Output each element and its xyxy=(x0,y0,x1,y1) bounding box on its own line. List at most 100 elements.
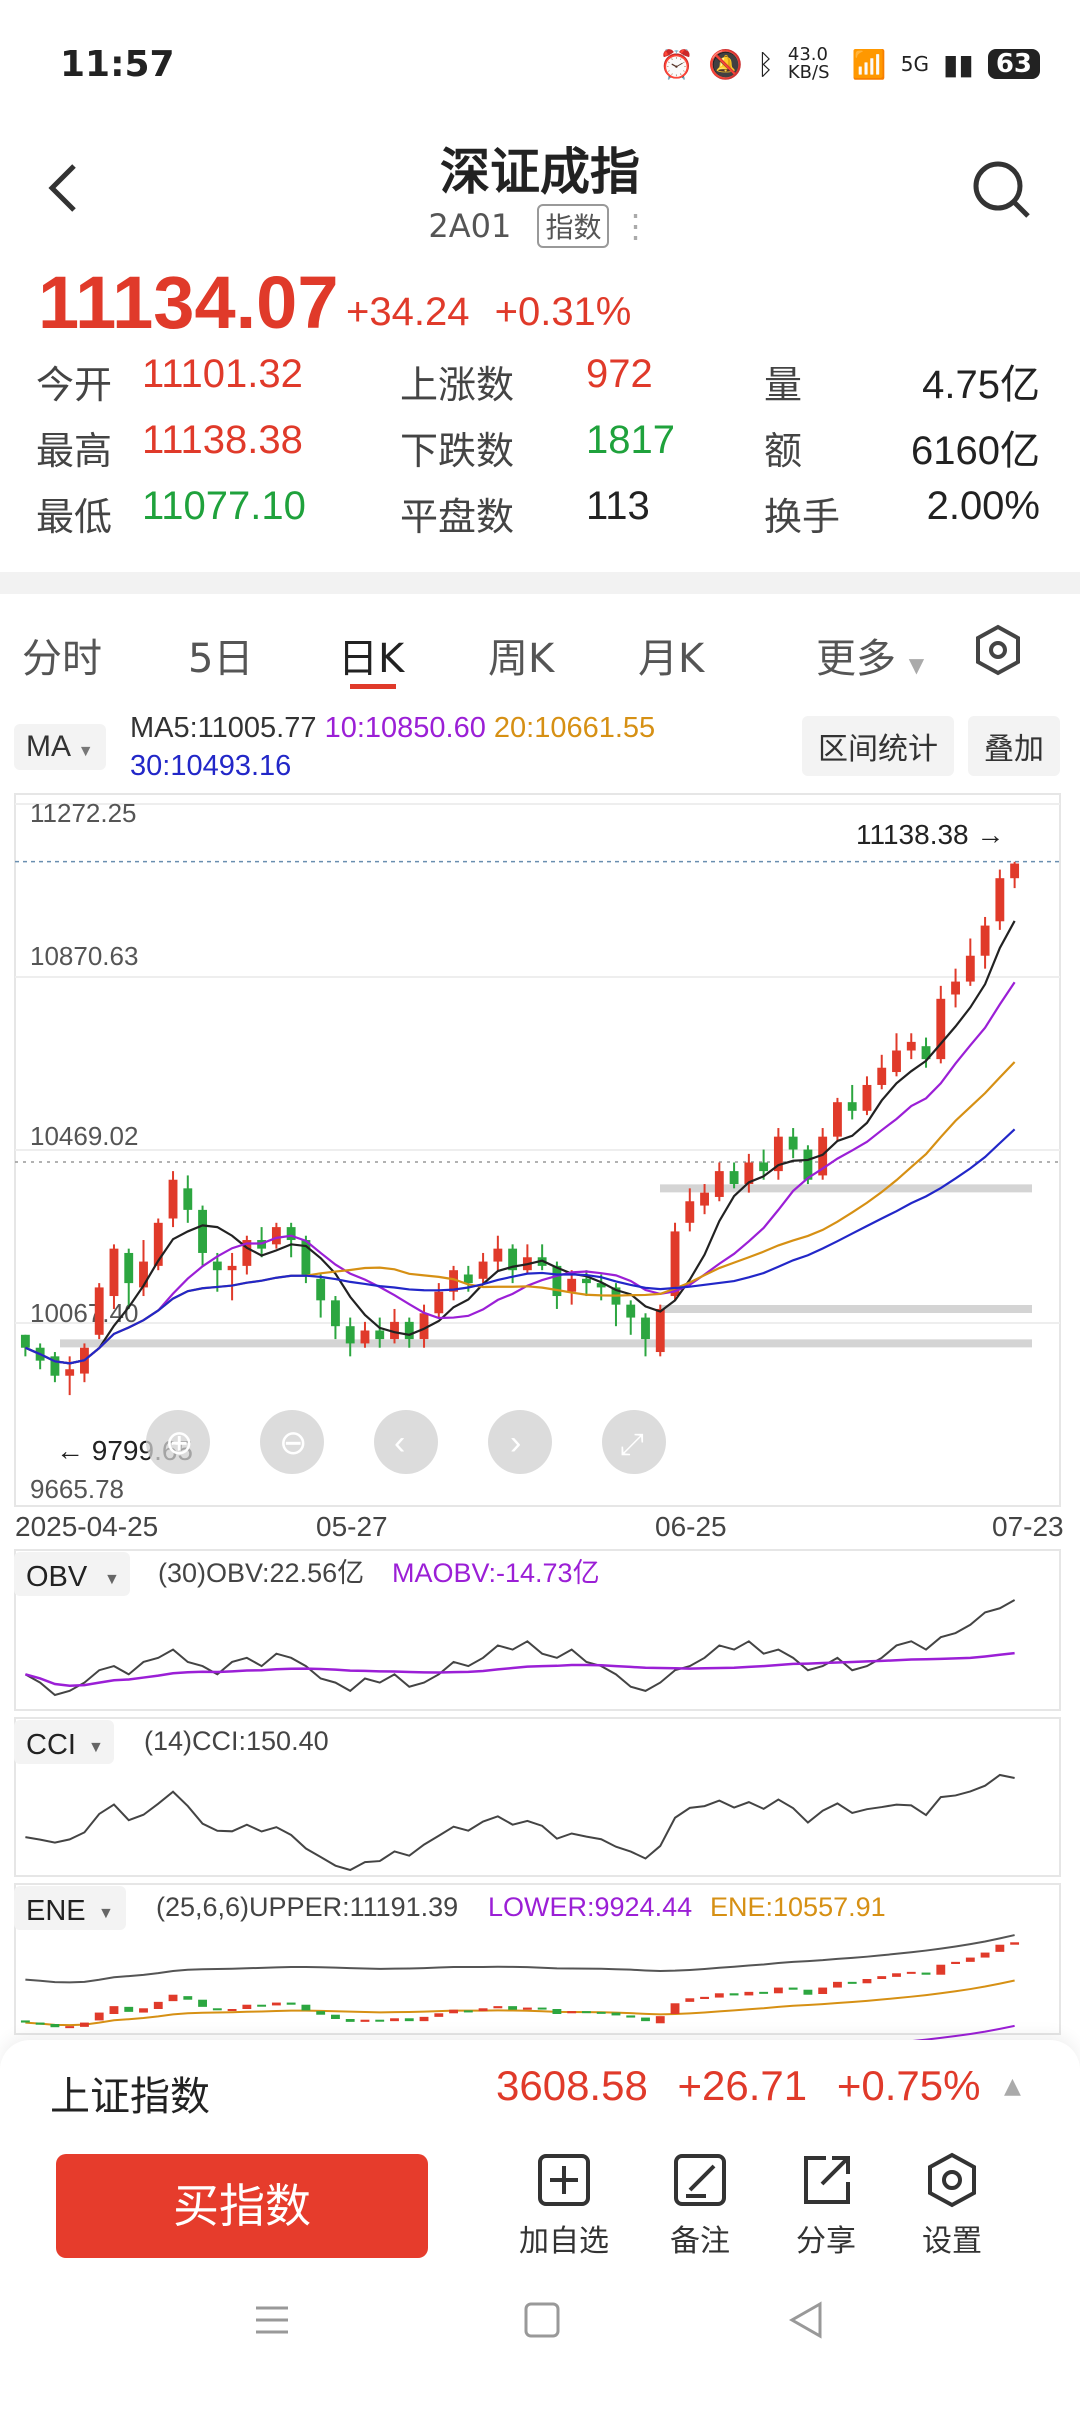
ene-candle xyxy=(508,2006,518,2010)
ene-candle xyxy=(80,2022,89,2027)
kline-chart[interactable]: 11272.25 10870.63 10469.02 10067.40 9665… xyxy=(0,790,1080,2040)
search-icon[interactable] xyxy=(970,158,1034,226)
scroll-right-icon[interactable] xyxy=(488,1410,552,1474)
bluetooth-icon: ᛒ xyxy=(757,47,774,81)
share-button[interactable]: 分享 xyxy=(766,2152,886,2260)
chart-settings-icon[interactable] xyxy=(972,624,1024,686)
candle-body xyxy=(345,1326,355,1344)
ene-select[interactable] xyxy=(14,1886,126,1930)
candle-body xyxy=(168,1179,178,1219)
candle-body xyxy=(921,1046,931,1060)
ene-candle xyxy=(670,2003,680,2014)
ene-candle xyxy=(626,2015,636,2018)
cci-name: CCI xyxy=(26,1729,76,1761)
edit-icon xyxy=(674,2154,726,2206)
sh-index-quote[interactable]: 3608.58 +26.71 +0.75% xyxy=(496,2062,980,2110)
candle-body xyxy=(951,981,960,995)
ene-candle xyxy=(463,2010,473,2013)
zoom-in-icon[interactable] xyxy=(146,1410,210,1474)
ma-values: MA5:11005.77 10:10850.60 20:10661.55 xyxy=(130,712,655,745)
obv-line xyxy=(24,1599,1016,1697)
fullscreen-glyph: ⤢ xyxy=(620,1428,644,1461)
candle-body xyxy=(449,1270,458,1292)
high-marker: 11138.38 → xyxy=(856,819,1004,850)
ene-lower-label: LOWER:9924.44 xyxy=(488,1892,692,1922)
ma-lines xyxy=(24,920,1016,1365)
candle-body xyxy=(877,1067,887,1085)
ene-candle xyxy=(345,2019,355,2022)
obv-panel xyxy=(14,1549,1061,1711)
note-button[interactable]: 备注 xyxy=(640,2152,760,2260)
ene-candle xyxy=(552,2009,562,2014)
stat-label: 最高 xyxy=(36,429,113,473)
ene-candle xyxy=(906,1971,916,1974)
ene-candle xyxy=(478,2008,488,2012)
buy-index-button[interactable]: 买指数 xyxy=(56,2154,428,2258)
y-tick-label: 10067.40 xyxy=(30,1298,138,1328)
stat-value: 2.00% xyxy=(926,484,1040,528)
tab-monthly-k[interactable]: 月K xyxy=(638,636,705,682)
stat-value: 6160亿 xyxy=(911,429,1040,473)
tab-more[interactable]: 更多 ▼ xyxy=(816,636,925,682)
home-nav-icon[interactable] xyxy=(522,2300,562,2344)
ene-candle xyxy=(65,2026,75,2029)
cci-select[interactable] xyxy=(14,1720,114,1764)
ene-candle xyxy=(183,1996,193,2000)
ene-candle xyxy=(390,2018,399,2022)
ene-candle xyxy=(818,1987,828,1994)
obv-select[interactable] xyxy=(14,1552,130,1596)
range-stats-button[interactable]: 区间统计 xyxy=(802,716,954,776)
ene-candle xyxy=(375,2019,385,2022)
candle-body xyxy=(139,1261,148,1288)
candle-body xyxy=(641,1317,650,1340)
gear-icon xyxy=(928,2152,976,2208)
ene-candle xyxy=(759,1991,769,1994)
tab-intraday[interactable]: 分时 xyxy=(22,636,102,682)
add-watchlist-button[interactable]: 加自选 xyxy=(504,2152,624,2260)
tab-weekly-k[interactable]: 周K xyxy=(488,636,555,682)
overlay-button[interactable]: 叠加 xyxy=(968,716,1060,776)
tab-daily-k[interactable]: 日K xyxy=(338,636,405,682)
zoom-out-icon[interactable] xyxy=(260,1410,324,1474)
ene-lower-line xyxy=(912,2024,1015,2040)
mute-icon: 🔕 xyxy=(708,47,744,81)
y-tick-label: 9665.78 xyxy=(30,1474,124,1504)
ene-candle xyxy=(921,1972,931,1975)
ma30-line xyxy=(24,1128,1016,1365)
period-tabs: 分时 5日 日K 周K 月K 更多 ▼ xyxy=(0,600,1080,700)
y-tick-label: 10469.02 xyxy=(30,1121,138,1151)
price-change: +34.24 +0.31% xyxy=(346,290,631,335)
sh-index-name[interactable]: 上证指数 xyxy=(50,2074,210,2120)
candle-body xyxy=(729,1171,739,1185)
ma10-value: 10:10850.60 xyxy=(324,712,486,744)
back-nav-icon[interactable] xyxy=(786,2300,826,2344)
stat-value: 1817 xyxy=(586,418,675,462)
ene-candle xyxy=(139,2008,148,2013)
candle-body xyxy=(818,1136,828,1176)
indicator-select[interactable]: MA ▼ xyxy=(14,724,106,770)
candle-body xyxy=(862,1084,872,1111)
status-bar: 11:57 ⏰ 🔕 ᛒ 43.0 KB/S 📶 5G ▮▮ 63 xyxy=(0,0,1080,130)
scroll-left-icon[interactable] xyxy=(374,1410,438,1474)
back-icon[interactable] xyxy=(44,160,80,220)
ene-candle xyxy=(980,1952,990,1958)
candle-body xyxy=(773,1136,783,1172)
settings-button[interactable]: 设置 xyxy=(892,2152,1012,2260)
candle-body xyxy=(892,1050,901,1073)
tab-5day[interactable]: 5日 xyxy=(188,636,254,682)
candle-body xyxy=(212,1261,222,1271)
cci-dropdown-icon: ▼ xyxy=(88,1739,104,1756)
ene-candle xyxy=(965,1957,975,1962)
fullscreen-icon[interactable] xyxy=(602,1410,666,1474)
ene-candle xyxy=(537,2007,547,2010)
ene-candle xyxy=(522,2007,532,2010)
menu-nav-icon[interactable] xyxy=(252,2300,292,2344)
scroll-right-glyph: › xyxy=(510,1424,521,1462)
ene-candle xyxy=(20,2020,30,2023)
index-code: 2A01 xyxy=(428,207,512,245)
ene-upper-label: (25,6,6)UPPER:11191.39 xyxy=(156,1892,458,1922)
ene-value-label: ENE:10557.91 xyxy=(710,1892,886,1922)
chart-zoom-controls: ⊕ ⊖ ‹ › ⤢ xyxy=(146,1410,666,1474)
expand-icon[interactable]: ▲ xyxy=(1004,2074,1021,2099)
candle-body xyxy=(434,1291,444,1314)
